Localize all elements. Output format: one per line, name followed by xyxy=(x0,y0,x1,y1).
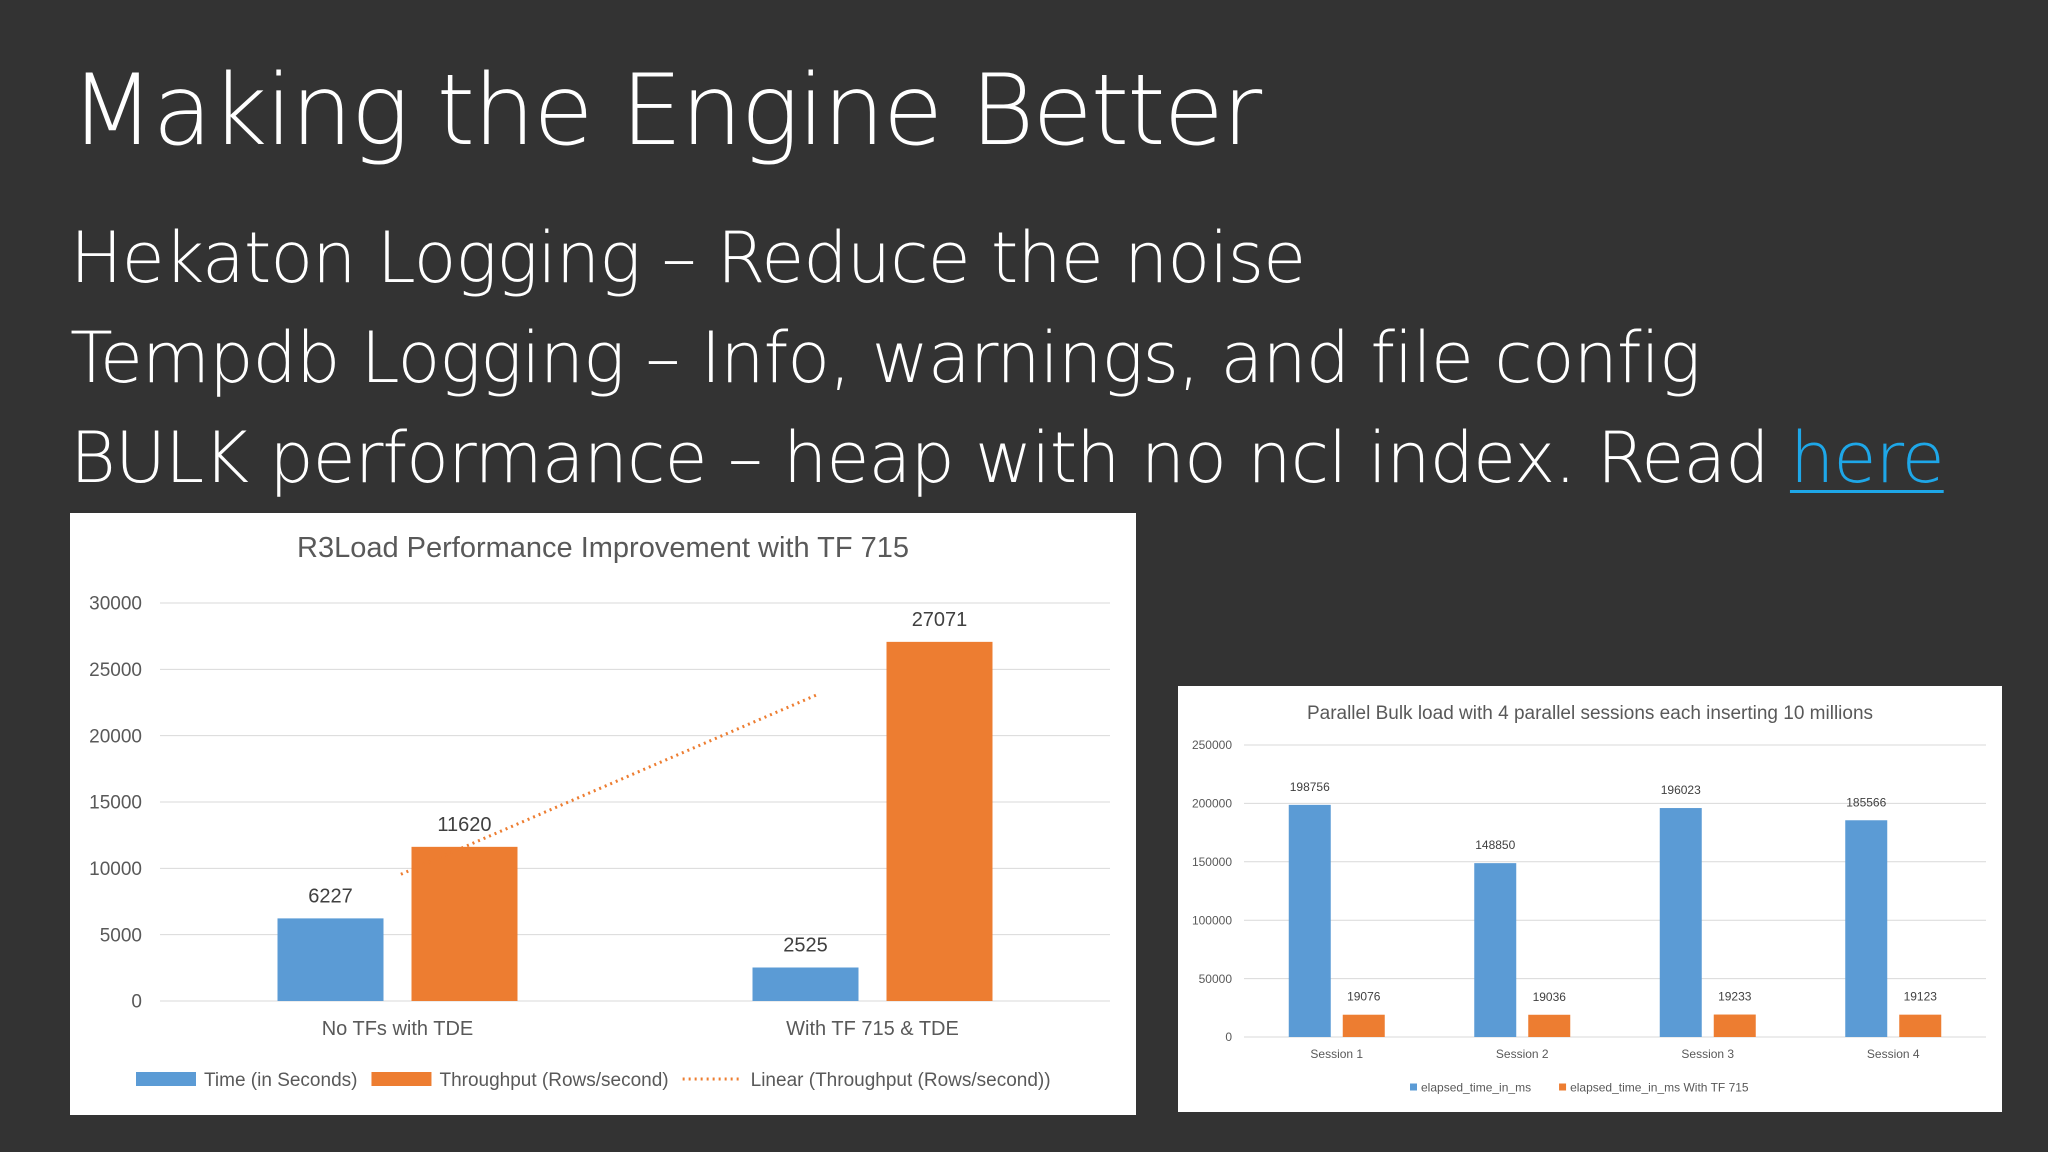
legend-swatch xyxy=(1559,1083,1567,1091)
y-tick-label: 20000 xyxy=(89,726,142,747)
data-label: 19036 xyxy=(1533,990,1567,1004)
bar xyxy=(1288,804,1331,1037)
bar xyxy=(1713,1014,1756,1037)
bar xyxy=(277,918,384,1001)
y-tick-label: 0 xyxy=(131,992,142,1013)
category-label: No TFs with TDE xyxy=(322,1018,474,1040)
data-label: 11620 xyxy=(437,814,491,836)
bar xyxy=(886,641,993,1001)
bullet-bulk-text: BULK performance – heap with no ncl inde… xyxy=(70,417,1790,499)
data-label: 27071 xyxy=(912,609,968,631)
legend-label: elapsed_time_in_ms xyxy=(1421,1080,1531,1094)
data-label: 185566 xyxy=(1846,795,1886,809)
bar xyxy=(411,846,518,1001)
data-label: 196023 xyxy=(1661,783,1701,797)
data-label: 2525 xyxy=(783,935,828,957)
bullet-hekaton-logging: Hekaton Logging – Reduce the noise xyxy=(70,217,1306,299)
data-label: 148850 xyxy=(1475,838,1515,852)
bar xyxy=(1659,808,1702,1037)
category-label: Session 3 xyxy=(1681,1047,1734,1061)
r3load-performance-chart: R3Load Performance Improvement with TF 7… xyxy=(70,513,1136,1115)
chart-title: R3Load Performance Improvement with TF 7… xyxy=(297,532,909,564)
legend-label: Throughput (Rows/second) xyxy=(439,1070,668,1091)
chart-title: Parallel Bulk load with 4 parallel sessi… xyxy=(1307,703,1873,724)
data-label: 6227 xyxy=(308,885,353,907)
bar xyxy=(1528,1014,1571,1037)
slide-title: Making the Engine Better xyxy=(70,54,1262,168)
legend-label: Linear (Throughput (Rows/second)) xyxy=(751,1070,1051,1091)
bar xyxy=(1899,1014,1942,1037)
y-tick-label: 25000 xyxy=(89,660,142,681)
legend-label: Time (in Seconds) xyxy=(204,1070,357,1091)
bar xyxy=(1474,863,1517,1037)
category-label: Session 1 xyxy=(1310,1047,1363,1061)
category-label: Session 2 xyxy=(1496,1047,1549,1061)
bar xyxy=(1342,1014,1385,1037)
y-tick-label: 250000 xyxy=(1192,738,1232,752)
bar xyxy=(1845,820,1888,1037)
y-tick-label: 50000 xyxy=(1199,972,1233,986)
legend-swatch xyxy=(136,1072,196,1086)
bullet-bulk-performance: BULK performance – heap with no ncl inde… xyxy=(70,408,1945,508)
data-label: 198756 xyxy=(1290,780,1330,794)
bar xyxy=(752,967,859,1001)
legend-swatch xyxy=(1410,1083,1417,1091)
bullet-list: Hekaton Logging – Reduce the noise Tempd… xyxy=(70,208,1945,508)
y-tick-label: 200000 xyxy=(1192,797,1232,811)
data-label: 19076 xyxy=(1347,990,1381,1004)
trendline xyxy=(400,693,819,876)
y-tick-label: 15000 xyxy=(89,793,142,814)
y-tick-label: 0 xyxy=(1225,1030,1232,1044)
y-tick-label: 150000 xyxy=(1192,855,1232,869)
r3load-chart-svg: R3Load Performance Improvement with TF 7… xyxy=(89,532,1110,1091)
data-label: 19233 xyxy=(1718,990,1752,1004)
read-here-link[interactable]: here xyxy=(1789,417,1945,499)
legend-swatch xyxy=(371,1072,432,1086)
category-label: With TF 715 & TDE xyxy=(786,1018,959,1040)
category-label: Session 4 xyxy=(1867,1047,1920,1061)
y-tick-label: 10000 xyxy=(89,859,142,880)
legend-label: elapsed_time_in_ms With TF 715 xyxy=(1570,1080,1749,1094)
parallel-bulk-load-chart: Parallel Bulk load with 4 parallel sessi… xyxy=(1178,686,2002,1112)
bullet-tempdb-logging: Tempdb Logging – Info, warnings, and fil… xyxy=(70,317,1701,399)
y-tick-label: 5000 xyxy=(100,925,142,946)
y-tick-label: 30000 xyxy=(89,594,142,615)
y-tick-label: 100000 xyxy=(1192,913,1232,927)
data-label: 19123 xyxy=(1904,990,1938,1004)
parallel-bulk-chart-svg: Parallel Bulk load with 4 parallel sessi… xyxy=(1192,703,1986,1094)
